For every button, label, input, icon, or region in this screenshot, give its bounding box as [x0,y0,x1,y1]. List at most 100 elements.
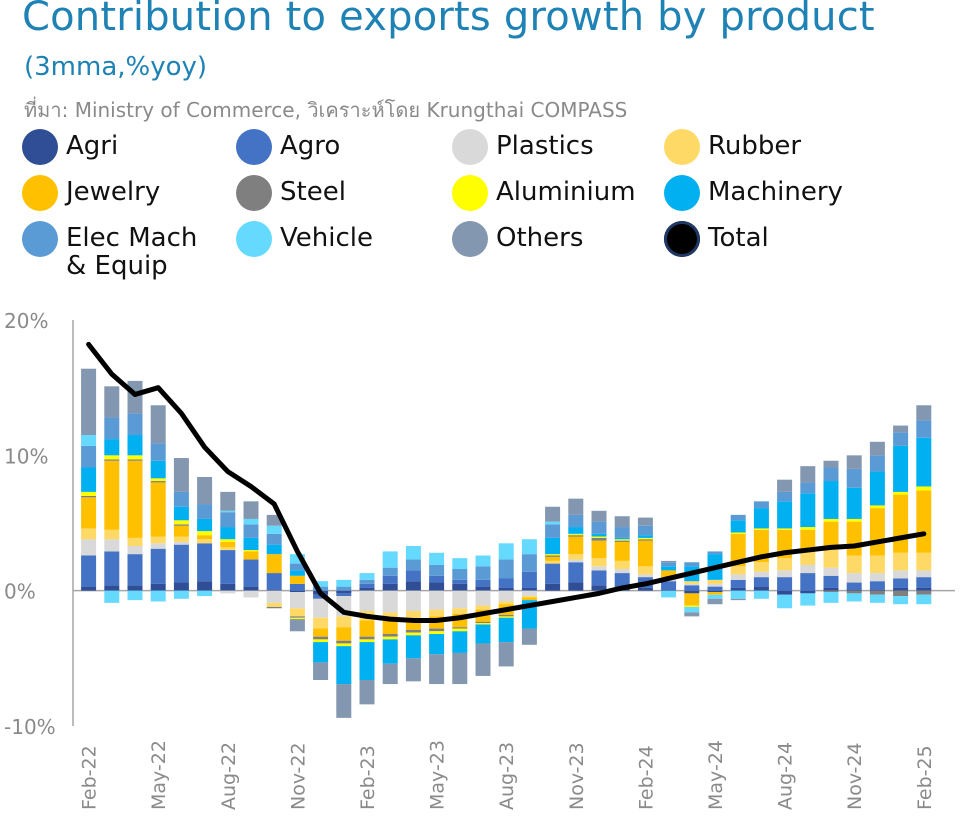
chart-title: Contribution to exports growth by produc… [22,0,875,40]
bar-segment [173,506,189,521]
x-tick-label: Nov-22 [287,742,309,810]
bar-segment [637,535,653,538]
bar-segment [521,539,537,555]
bar-segment [498,587,514,591]
bar-segment [777,594,793,609]
legend-label: Elec Mach & Equip [66,223,198,281]
bar-segment [823,548,839,568]
bar-segment [893,425,909,433]
bar-segment [869,590,885,595]
bar-segment [197,504,213,519]
bar-segment [127,537,143,547]
x-tick-label: Feb-25 [914,745,936,810]
bar-segment [127,455,143,460]
bar-segment [173,491,189,507]
bar-segment [243,518,259,525]
bar-segment [452,608,468,614]
bar-segment [777,501,793,529]
bar-segment [684,562,700,567]
bar-segment [846,590,862,594]
bar-segment [173,541,189,545]
x-tick-label: Aug-22 [218,742,240,810]
bar-segment [661,589,677,591]
bar-segment [545,506,561,522]
bar-segment [336,646,352,685]
legend-label: Plastics [496,131,594,161]
legend-item: Steel [236,174,346,211]
legend-item: Vehicle [236,220,373,257]
bar-segment [405,559,421,571]
bar-segment [521,597,537,601]
bar-segment [568,559,584,563]
bar-segment [707,579,723,584]
bar-segment [266,573,282,590]
bar-segment [150,460,166,479]
bar-segment [127,380,143,414]
bar-segment [568,535,584,537]
bar-segment [684,612,700,617]
bar-segment [893,552,909,571]
bar-segment [661,570,677,578]
bar-segment [707,586,723,591]
bar-segment [545,555,561,557]
bar-segment [452,590,468,609]
bar-segment [614,540,630,542]
bar-segment [545,537,561,555]
bar-segment [243,586,259,591]
bar-segment [869,505,885,509]
bar-segment [382,590,398,613]
bar-segment [637,540,653,567]
bar-segment [869,555,885,574]
bar-segment [289,563,305,571]
legend-swatch [22,175,58,211]
x-tick-label: May-23 [427,740,449,810]
bar-segment [893,570,909,579]
x-tick-label: May-22 [148,740,170,810]
bar-segment [220,590,236,594]
bar-segment [289,608,305,617]
bar-segment [359,636,375,640]
bar-segment [521,571,537,588]
bar-segment [591,537,607,541]
bar-segment [475,623,491,625]
bar-segment [823,590,839,593]
y-tick-label: 0% [4,580,36,604]
chart-subtitle: (3mma,%yoy) [24,52,208,82]
bar-segment [336,627,352,641]
bar-segment [800,573,816,591]
bar-segment [707,551,723,555]
bar-segment [637,537,653,540]
bar-segment [289,554,305,564]
bar-segment [846,593,862,602]
bar-segment [197,543,213,582]
legend-label: Agro [280,131,341,161]
legend-item: Agro [236,128,340,165]
bar-segment [289,590,305,593]
bar-segment [150,481,166,483]
bar-segment [359,620,375,637]
bar-segment [521,628,537,645]
bar-segment [405,546,421,560]
bar-segment [359,642,375,680]
bar-segment [823,567,839,576]
bar-segment [359,583,375,588]
bar-segment [127,413,143,436]
legend-label: Machinery [708,177,843,207]
bar-segment [730,532,746,534]
legend-item: Others [452,220,583,257]
bar-segment [637,525,653,536]
bar-segment [498,601,514,605]
bar-segment [150,478,166,482]
bar-segment [81,528,97,540]
bar-segment [313,636,329,640]
legend-swatch [236,129,272,165]
bar-segment [893,445,909,492]
bar-segment [753,562,769,572]
bar-segment [405,629,421,633]
bar-segment [104,529,120,540]
bar-segment [893,491,909,495]
bar-segment [591,533,607,537]
bar-segment [637,517,653,526]
bar-segment [475,555,491,567]
bar-segment [197,531,213,536]
